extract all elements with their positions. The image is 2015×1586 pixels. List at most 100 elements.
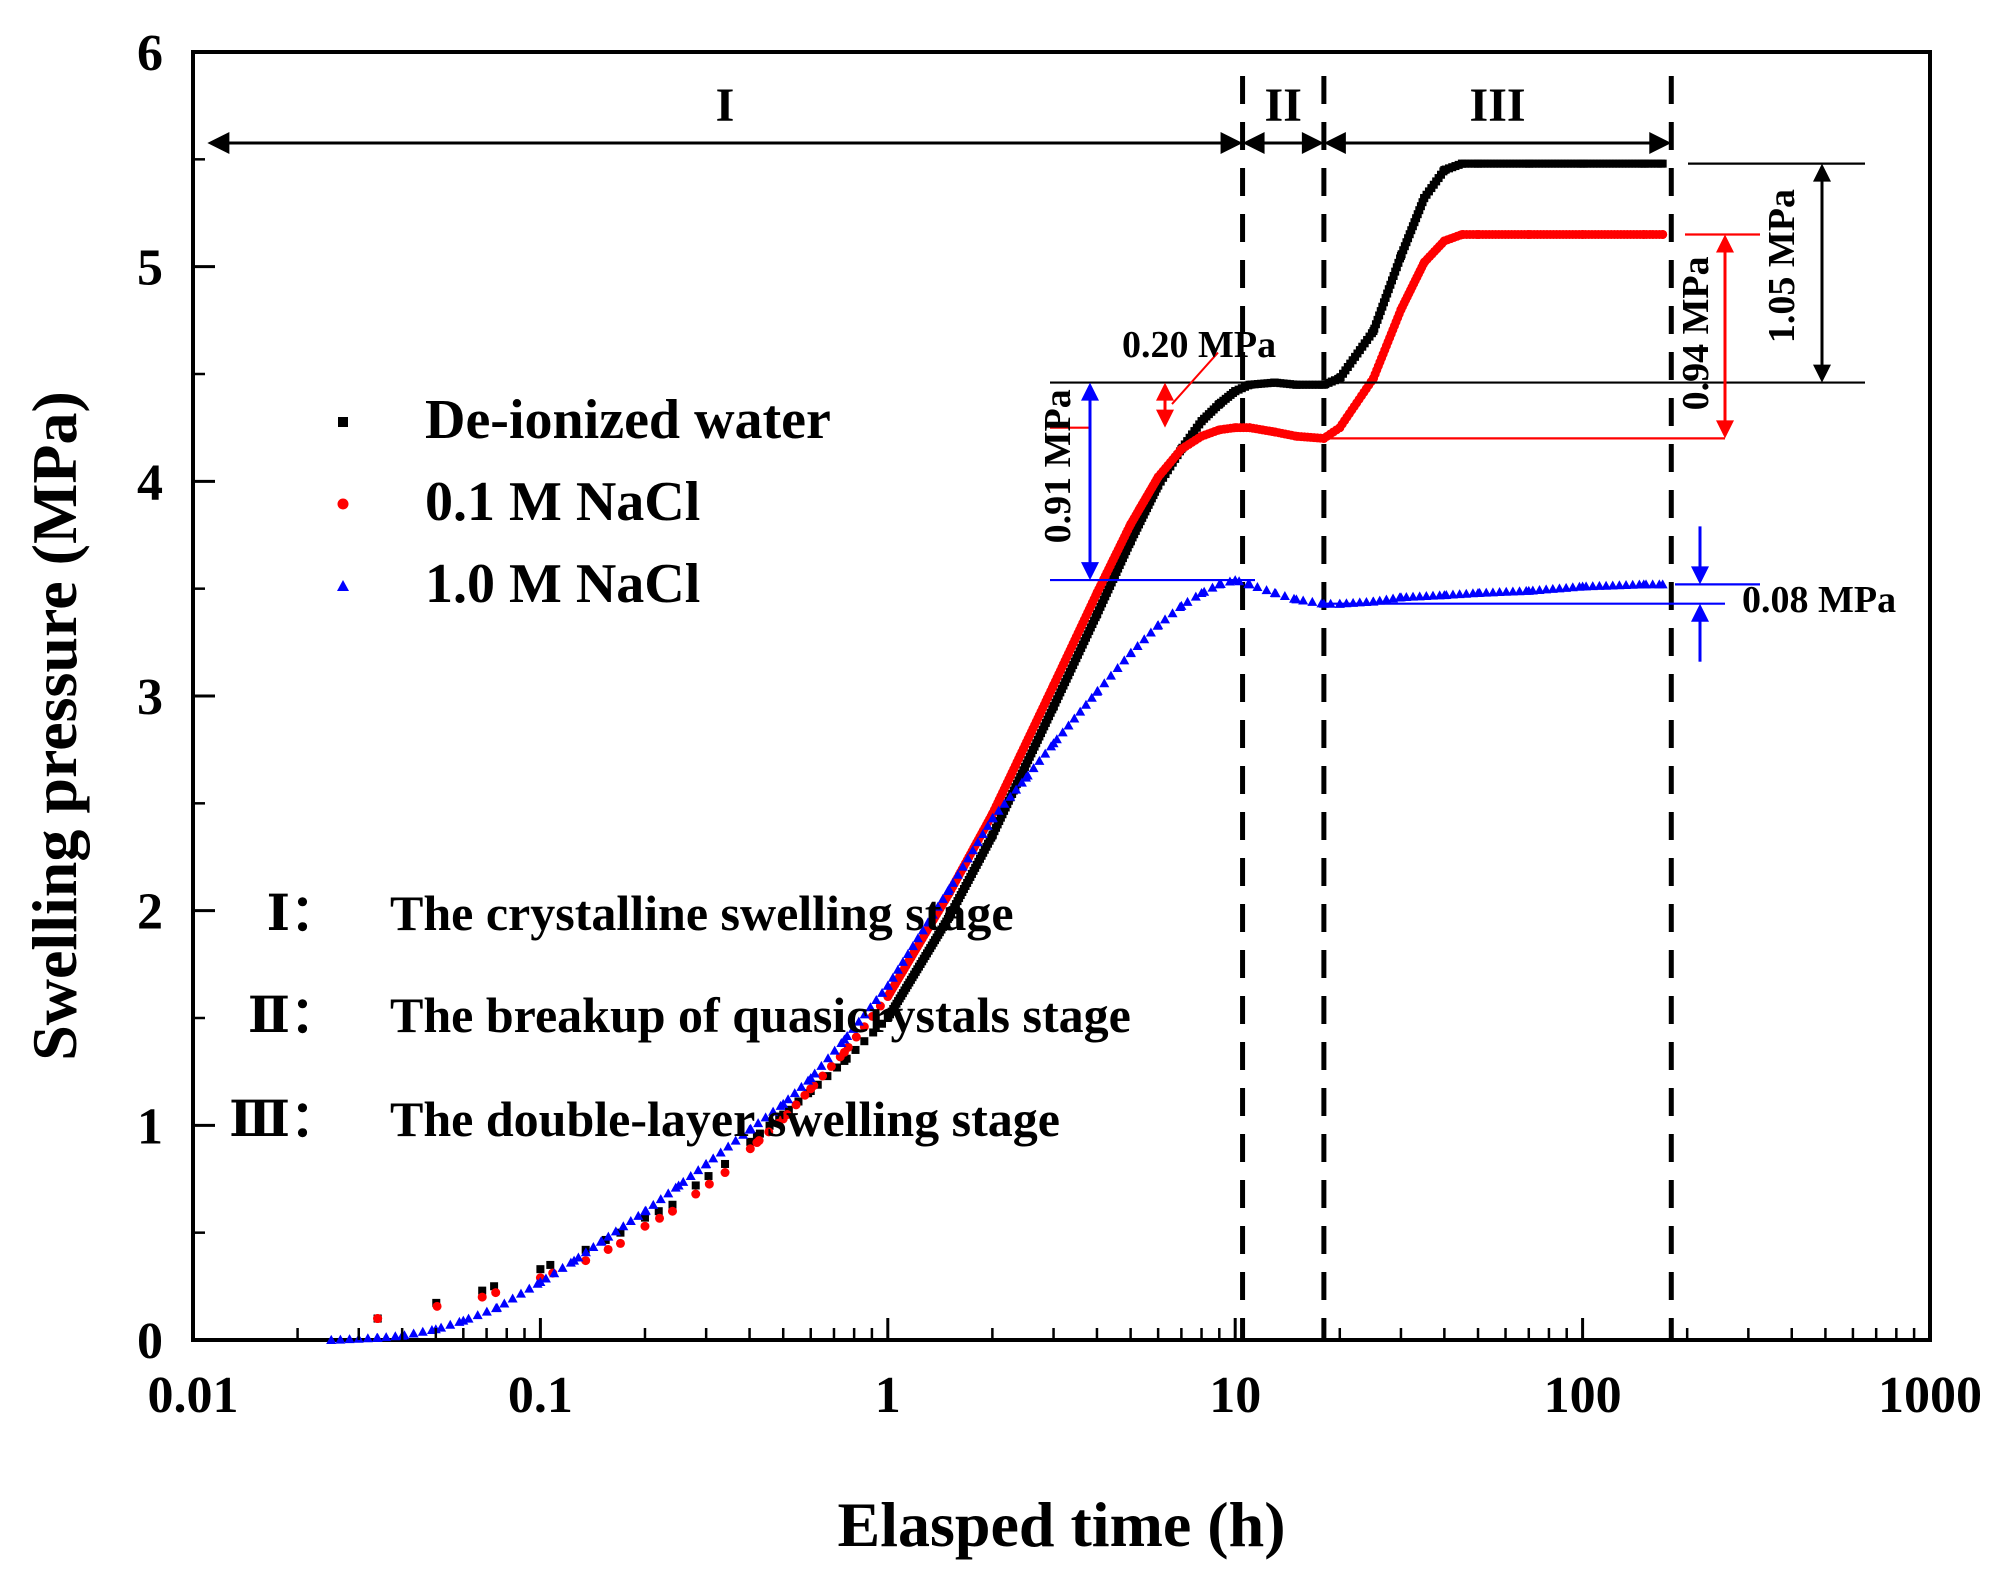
data-point (1125, 647, 1136, 657)
data-point (987, 812, 998, 822)
data-point (640, 1221, 650, 1231)
data-point (738, 1129, 749, 1139)
data-point (937, 893, 948, 903)
data-point (588, 1242, 599, 1252)
data-point (972, 837, 983, 847)
data-point (1011, 784, 1022, 794)
data-point (648, 1199, 659, 1209)
axis-ticks: 0.01 0.1 1 10 100 1000 0 1 2 3 4 5 6 (137, 25, 1982, 1424)
data-point (1405, 230, 1414, 239)
stage-arrow-right (1649, 132, 1672, 154)
legend-marker-0 (338, 417, 348, 427)
data-point (1367, 329, 1376, 338)
data-point (580, 1247, 591, 1257)
data-point (1289, 593, 1300, 603)
data-point (546, 1260, 555, 1269)
data-point (581, 1256, 591, 1266)
data-point (1594, 580, 1605, 590)
data-point (655, 1194, 666, 1204)
data-point (764, 1127, 774, 1137)
data-point (796, 1081, 807, 1091)
data-point (1075, 706, 1086, 716)
data-point (654, 1207, 663, 1216)
data-point (1581, 581, 1592, 591)
data-point (1105, 670, 1116, 680)
data-point (867, 1011, 877, 1021)
data-point (746, 1137, 755, 1146)
data-point (432, 1301, 442, 1311)
data-point (912, 933, 923, 943)
data-point (625, 1216, 636, 1226)
data-point (836, 1037, 847, 1047)
data-point (1391, 267, 1400, 276)
data-point (1641, 579, 1652, 589)
data-point (823, 1072, 832, 1081)
data-point (715, 1147, 726, 1157)
leader-line (1171, 351, 1219, 405)
data-point (982, 820, 993, 830)
data-point (1561, 582, 1572, 592)
data-point (1534, 584, 1545, 594)
data-point (603, 1231, 614, 1241)
data-point (663, 1188, 674, 1198)
data-point (843, 1042, 853, 1052)
y-tick-label: 0 (137, 1313, 163, 1370)
annotation-0-08: 0.08 MPa (1742, 579, 1896, 621)
data-point (1501, 586, 1512, 596)
data-point (381, 1332, 392, 1342)
data-point (859, 1009, 870, 1019)
arrow-0-08-top-head (1691, 566, 1709, 585)
data-point (616, 1228, 625, 1237)
data-point (1080, 699, 1091, 709)
data-point (640, 1213, 649, 1222)
data-point (491, 1303, 502, 1313)
data-point (704, 1172, 713, 1181)
arrow-0-94-head-down (1716, 420, 1734, 439)
data-point (1243, 578, 1254, 588)
data-point (1554, 583, 1565, 593)
data-point (1657, 159, 1666, 168)
data-point (1404, 234, 1413, 243)
data-point (693, 1165, 704, 1175)
data-point (1160, 614, 1171, 624)
data-point (1474, 587, 1485, 597)
data-point (1413, 210, 1422, 219)
arrow-0-94-head-up (1716, 234, 1734, 253)
stage-desc-symbol-2: Ⅱ： (248, 987, 340, 1043)
data-point (1279, 590, 1290, 600)
arrow-1-05-head-down (1813, 364, 1831, 383)
data-point (1494, 587, 1505, 597)
data-point (1099, 678, 1110, 688)
data-point (1270, 588, 1281, 598)
data-point (481, 1306, 492, 1316)
data-point (1384, 285, 1393, 294)
annotation-0-91: 0.91 MPa (1037, 389, 1079, 543)
data-point (417, 1326, 428, 1336)
data-point (618, 1221, 629, 1231)
y-tick-label: 2 (137, 884, 163, 941)
data-point (390, 1331, 401, 1341)
data-point (892, 964, 903, 974)
data-point (549, 1268, 560, 1278)
data-point (1654, 579, 1665, 589)
data-point (1527, 585, 1538, 595)
legend-marker-1 (337, 498, 349, 510)
data-point (557, 1262, 568, 1272)
data-point (499, 1298, 510, 1308)
data-point (962, 853, 973, 863)
data-series-layer (326, 159, 1668, 1344)
data-point (1034, 755, 1045, 765)
data-point (1397, 250, 1406, 259)
data-point (1394, 592, 1405, 602)
data-point (952, 869, 963, 879)
data-point (865, 1002, 876, 1012)
stage-arrow-left (207, 132, 230, 154)
data-point (1190, 591, 1201, 601)
data-point (536, 1265, 545, 1274)
data-point (922, 917, 933, 927)
data-point (335, 1334, 346, 1344)
data-point (1392, 263, 1401, 272)
arrow-0-08-bottom-head (1691, 603, 1709, 622)
legend-marker-2 (337, 580, 349, 591)
data-point (1207, 582, 1218, 592)
